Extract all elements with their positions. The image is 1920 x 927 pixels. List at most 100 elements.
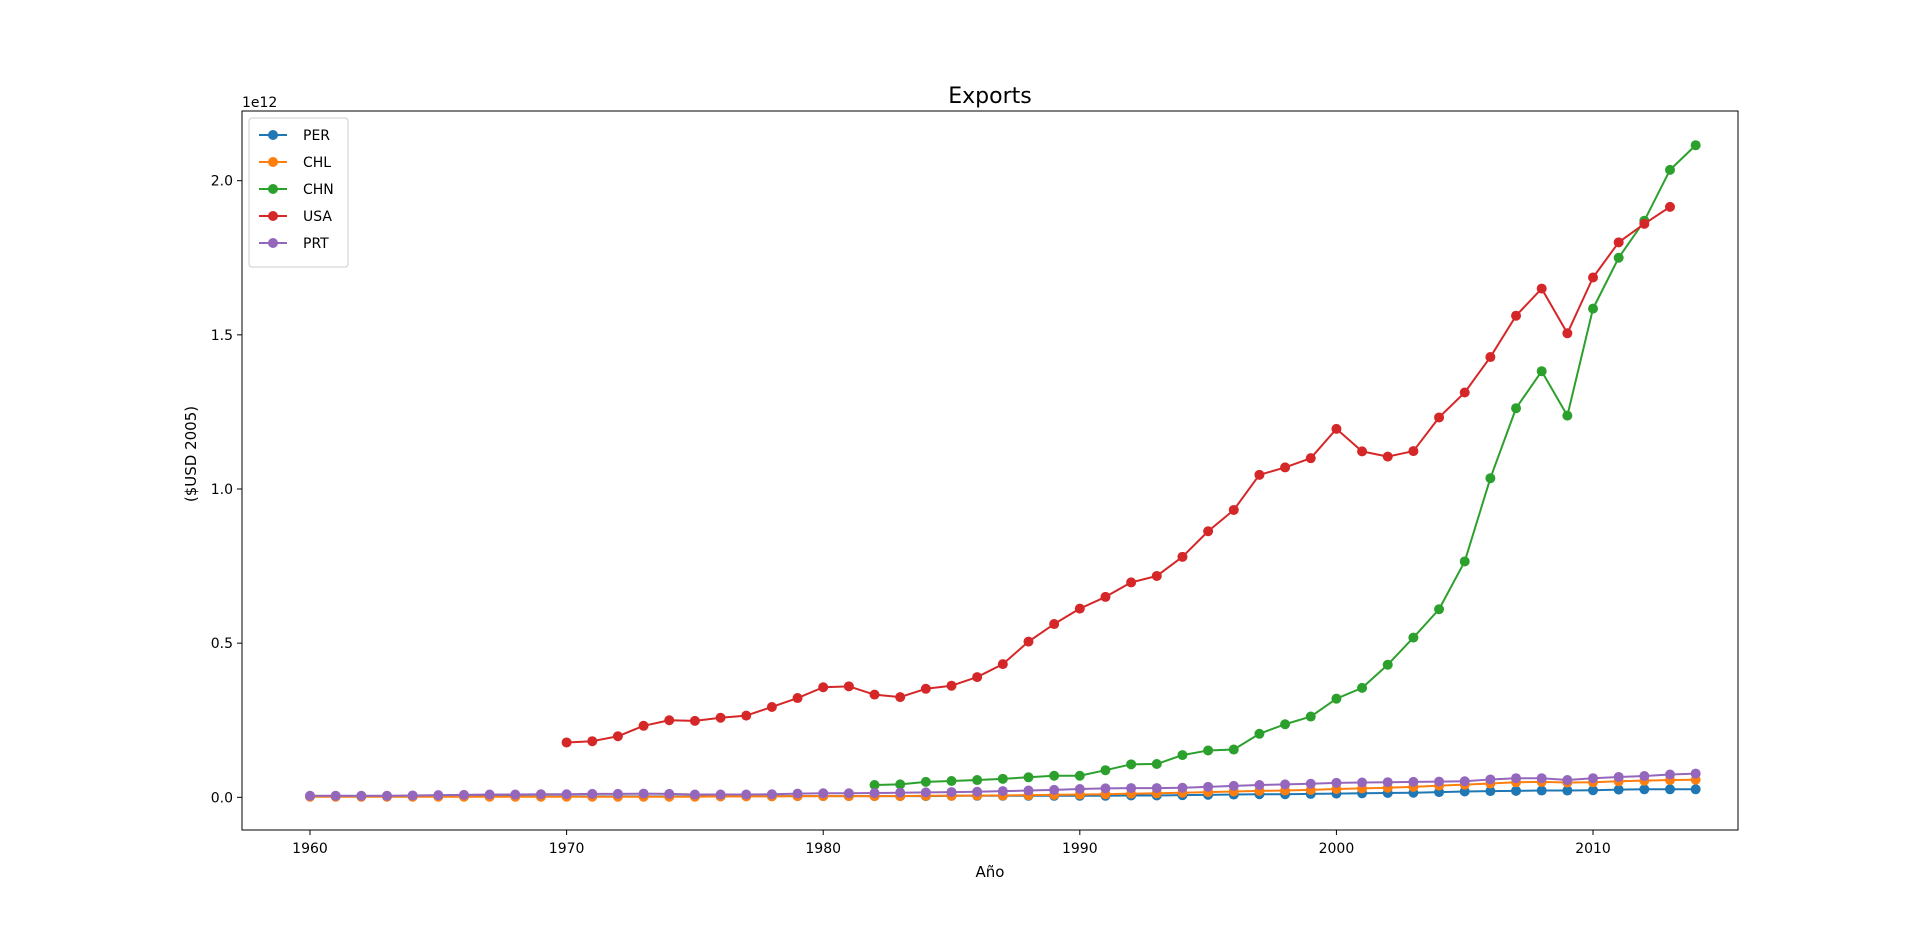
data-point-usa xyxy=(895,692,906,703)
data-point-prt xyxy=(715,789,726,800)
data-point-usa xyxy=(612,731,623,742)
data-point-per xyxy=(1665,784,1675,795)
data-point-prt xyxy=(920,787,931,798)
data-point-prt xyxy=(1485,774,1496,785)
data-point-chn xyxy=(1305,711,1316,722)
data-point-chn xyxy=(1280,719,1291,730)
data-point-prt xyxy=(433,790,444,801)
data-point-chn xyxy=(895,779,906,790)
data-point-prt xyxy=(1228,780,1239,791)
data-point-prt xyxy=(1434,776,1445,787)
data-point-chn xyxy=(1126,759,1137,770)
data-point-chn xyxy=(1382,659,1393,670)
data-point-prt xyxy=(1305,778,1316,789)
data-point-usa xyxy=(715,712,726,723)
data-point-prt xyxy=(638,788,649,799)
data-point-usa xyxy=(1485,352,1496,363)
data-point-usa xyxy=(843,681,854,692)
data-point-per xyxy=(1511,785,1522,796)
data-point-prt xyxy=(407,790,418,801)
data-point-usa xyxy=(1613,237,1624,248)
data-point-usa xyxy=(1665,201,1675,212)
legend-item-per: PER xyxy=(259,128,330,144)
y-axis-title: ($USD 2005) xyxy=(182,406,200,502)
data-point-prt xyxy=(510,789,521,800)
plot-series xyxy=(305,140,1701,802)
data-point-prt xyxy=(1023,785,1034,796)
data-point-per xyxy=(1562,785,1573,796)
data-point-prt xyxy=(1126,783,1137,794)
data-point-usa xyxy=(1280,462,1291,473)
legend-marker-per xyxy=(268,130,278,140)
x-tick-label: 1970 xyxy=(549,841,585,857)
legend-label-chn: CHN xyxy=(303,182,334,198)
data-point-prt xyxy=(1613,771,1624,782)
legend-box xyxy=(248,117,349,268)
data-point-per xyxy=(1639,784,1650,795)
data-point-usa xyxy=(1305,453,1316,464)
data-point-chn xyxy=(1408,632,1419,643)
data-point-usa xyxy=(1511,310,1522,321)
data-point-prt xyxy=(1690,768,1701,779)
x-tick-label: 2000 xyxy=(1319,841,1355,857)
data-point-usa xyxy=(664,715,675,726)
data-point-chn xyxy=(1613,252,1624,263)
data-point-prt xyxy=(766,789,777,800)
data-point-prt xyxy=(792,788,803,799)
legend-label-chl: CHL xyxy=(303,155,331,171)
data-point-chn xyxy=(1331,693,1342,704)
legend-marker-usa xyxy=(268,211,278,221)
legend-label-usa: USA xyxy=(303,209,332,225)
legend-marker-prt xyxy=(268,238,278,248)
data-point-usa xyxy=(689,715,700,726)
data-point-prt xyxy=(612,788,623,799)
data-point-chn xyxy=(1228,744,1239,755)
data-point-usa xyxy=(638,720,649,731)
data-point-chn xyxy=(1485,473,1496,484)
legend-label-prt: PRT xyxy=(303,236,329,252)
data-point-prt xyxy=(1100,783,1111,794)
data-point-usa xyxy=(1562,328,1573,339)
legend-item-chn: CHN xyxy=(259,182,334,198)
data-point-usa xyxy=(1536,283,1547,294)
data-point-chn xyxy=(1203,745,1214,756)
data-point-chn xyxy=(1536,366,1547,377)
data-point-usa xyxy=(1434,412,1445,423)
data-point-chn xyxy=(1665,164,1675,175)
y-tick-label: 1.5 xyxy=(211,328,233,344)
data-point-usa xyxy=(997,659,1008,670)
data-point-usa xyxy=(818,682,829,693)
data-point-prt xyxy=(997,786,1008,797)
x-tick-label: 1980 xyxy=(805,841,841,857)
data-point-prt xyxy=(946,787,957,798)
y-tick-label: 1.0 xyxy=(211,482,233,498)
data-point-usa xyxy=(869,689,880,700)
data-point-prt xyxy=(535,789,546,800)
data-point-prt xyxy=(741,789,752,800)
data-point-usa xyxy=(1331,423,1342,434)
data-point-chn xyxy=(1049,770,1060,781)
data-point-prt xyxy=(1536,773,1547,784)
y-tick-label: 0.0 xyxy=(211,790,233,806)
data-point-usa xyxy=(1203,526,1214,537)
data-point-chn xyxy=(1588,303,1599,314)
data-point-prt xyxy=(818,788,829,799)
data-point-chn xyxy=(946,775,957,786)
data-point-usa xyxy=(1459,387,1470,398)
series-chn xyxy=(869,140,1701,790)
data-point-usa xyxy=(1254,469,1265,480)
data-point-prt xyxy=(1408,776,1419,787)
plot-area-frame xyxy=(241,110,1739,831)
data-point-prt xyxy=(458,789,469,800)
data-point-prt xyxy=(1280,779,1291,790)
legend-label-per: PER xyxy=(303,128,330,144)
data-point-usa xyxy=(1126,577,1137,588)
data-point-usa xyxy=(1177,551,1188,562)
data-point-prt xyxy=(664,788,675,799)
data-point-per xyxy=(1485,786,1496,797)
data-point-prt xyxy=(381,790,392,801)
data-point-prt xyxy=(1459,776,1470,787)
legend-item-prt: PRT xyxy=(259,236,329,252)
data-point-usa xyxy=(946,680,957,691)
data-point-prt xyxy=(1511,773,1522,784)
